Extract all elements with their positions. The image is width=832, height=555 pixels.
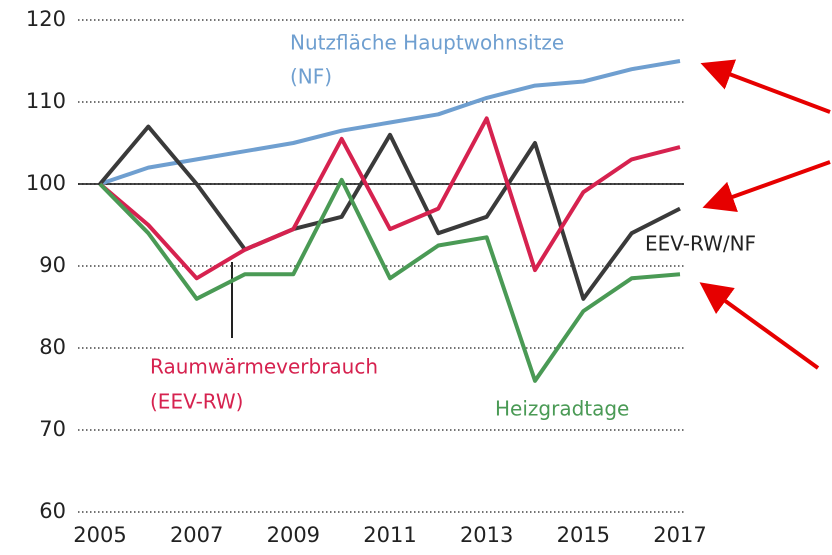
x-tick-label: 2013 — [460, 523, 513, 547]
series-label: Raumwärmeverbrauch — [150, 355, 378, 379]
y-tick-label: 90 — [39, 253, 66, 277]
series-label: EEV-RW/NF — [645, 232, 756, 256]
arrow — [699, 282, 820, 370]
series-label: (EEV-RW) — [150, 390, 243, 414]
line — [99, 59, 681, 186]
y-tick-label: 120 — [26, 7, 66, 31]
line — [98, 116, 681, 281]
y-tick-label: 70 — [39, 417, 66, 441]
x-tick-label: 2017 — [653, 523, 706, 547]
x-tick-label: 2005 — [73, 523, 126, 547]
y-tick-label: 100 — [26, 171, 66, 195]
x-tick-label: 2015 — [557, 523, 610, 547]
y-tick-label: 80 — [39, 335, 66, 359]
y-tick-label: 60 — [39, 499, 66, 523]
line — [98, 124, 681, 301]
y-tick-label: 110 — [26, 89, 66, 113]
series-label: (NF) — [290, 65, 332, 89]
arrow — [700, 59, 831, 114]
x-tick-label: 2011 — [363, 523, 416, 547]
series-label: Nutzfläche Hauptwohnsitze — [290, 31, 564, 55]
x-tick-label: 2009 — [267, 523, 320, 547]
series-label: Heizgradtage — [495, 397, 629, 421]
line — [98, 177, 681, 383]
arrow — [702, 160, 831, 212]
arrows — [699, 59, 831, 370]
x-tick-label: 2007 — [170, 523, 223, 547]
